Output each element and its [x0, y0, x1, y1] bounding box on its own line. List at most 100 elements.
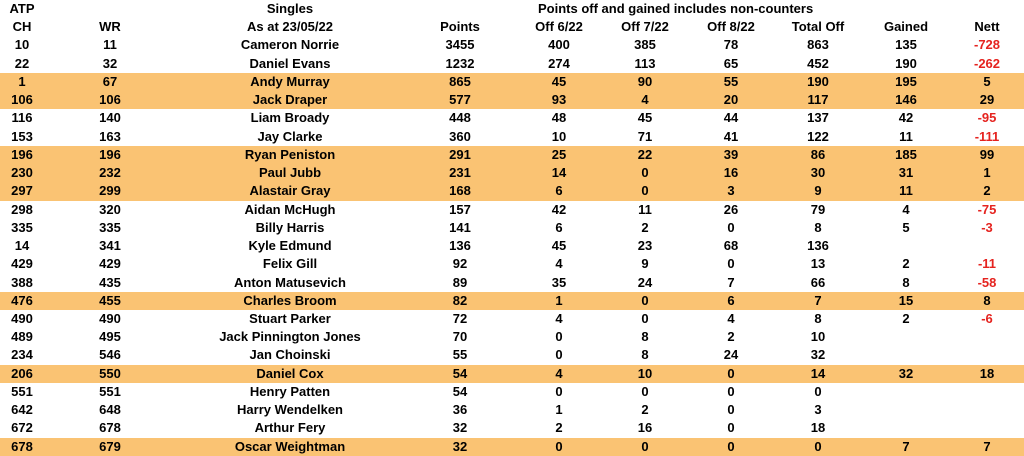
- cell-off-6-22: 93: [516, 91, 602, 110]
- cell-gained: 32: [862, 364, 950, 383]
- cell-ch: 672: [11, 420, 33, 436]
- cell-off-7-22: 0: [641, 310, 649, 326]
- cell-off-6-22: 45: [551, 238, 567, 254]
- cell-nett: -728: [973, 37, 1001, 53]
- table-row: 14 341 Kyle Edmund 136 45 23 68 136: [0, 237, 1024, 255]
- cell-points: 865: [404, 72, 516, 92]
- cell-wr: 106: [44, 91, 176, 110]
- cell-points: 360: [449, 128, 471, 144]
- cell-total-off: 0: [774, 437, 862, 456]
- cell-points: 136: [449, 238, 471, 254]
- cell-player-name: Alastair Gray: [176, 182, 404, 201]
- cell-off-8-22: 41: [723, 128, 739, 144]
- cell-gained: 4: [902, 201, 910, 217]
- cell-total-off: 137: [807, 110, 829, 126]
- table-body: 10 11 Cameron Norrie 3455 400 385 78 863 135 -728…: [0, 36, 1024, 456]
- cell-gained: 11: [899, 128, 913, 144]
- cell-wr: 335: [99, 219, 121, 235]
- cell-nett: -6: [981, 310, 993, 326]
- cell-wr: 341: [99, 238, 121, 254]
- cell-ch: 678: [0, 437, 44, 456]
- table-header: ATP Singles Points off and gained includ…: [0, 0, 1024, 36]
- cell-off-6-22: 25: [516, 145, 602, 165]
- cell-ch: 1: [0, 72, 44, 92]
- cell-player-name: Charles Broom: [176, 291, 404, 310]
- cell-off-8-22: 4: [727, 310, 735, 326]
- cell-gained: 146: [862, 91, 950, 110]
- cell-player-name: Aidan McHugh: [244, 201, 336, 217]
- cell-total-off: 136: [807, 238, 829, 254]
- cell-player-name: Jack Draper: [176, 91, 404, 110]
- cell-wr: 320: [99, 201, 121, 217]
- cell-nett: -11: [977, 256, 997, 272]
- cell-total-off: 8: [814, 310, 822, 326]
- cell-points: 36: [452, 402, 468, 418]
- cell-nett: 29: [950, 91, 1024, 110]
- cell-ch: 429: [11, 256, 33, 272]
- cell-points: 448: [449, 110, 471, 126]
- cell-off-6-22: 0: [555, 329, 563, 345]
- table-row: 678 679 Oscar Weightman 32 0 0 0 0 7 7: [0, 437, 1024, 456]
- cell-off-6-22: 4: [555, 310, 563, 326]
- cell-off-7-22: 385: [634, 37, 656, 53]
- cell-off-6-22: 6: [516, 182, 602, 201]
- cell-off-8-22: 0: [727, 402, 735, 418]
- cell-total-off: 452: [807, 55, 829, 71]
- col-header-total-off: Total Off: [791, 19, 845, 35]
- table-row: 1 67 Andy Murray 865 45 90 55 190 195 5: [0, 72, 1024, 92]
- cell-off-7-22: 24: [637, 274, 653, 290]
- cell-ch: 106: [0, 91, 44, 110]
- cell-off-7-22: 8: [641, 329, 649, 345]
- cell-total-off: 8: [814, 219, 822, 235]
- cell-player-name: Ryan Peniston: [176, 145, 404, 165]
- table-row: 230 232 Paul Jubb 231 14 0 16 30 31 1: [0, 164, 1024, 183]
- cell-off-8-22: 7: [727, 274, 735, 290]
- header-singles: Singles: [266, 1, 314, 16]
- table-row: 22 32 Daniel Evans 1232 274 113 65 452 190 -262: [0, 55, 1024, 73]
- cell-total-off: 86: [774, 145, 862, 165]
- table-row: 206 550 Daniel Cox 54 4 10 0 14 32 18: [0, 364, 1024, 383]
- cell-gained: 185: [862, 145, 950, 165]
- cell-total-off: 18: [810, 420, 826, 436]
- cell-points: 55: [452, 347, 468, 363]
- cell-total-off: 10: [810, 329, 826, 345]
- cell-gained: 195: [862, 72, 950, 92]
- cell-player-name: Anton Matusevich: [234, 274, 346, 290]
- cell-nett: [950, 401, 1024, 419]
- col-header-as-at-date: As at 23/05/22: [246, 19, 333, 35]
- cell-wr: 648: [99, 402, 121, 418]
- table-row: 490 490 Stuart Parker 72 4 0 4 8 2 -6: [0, 310, 1024, 328]
- header-note: Points off and gained includes non-count…: [538, 1, 814, 16]
- cell-off-7-22: 71: [637, 128, 653, 144]
- cell-points: 72: [452, 310, 468, 326]
- cell-off-6-22: 0: [555, 347, 563, 363]
- cell-ch: 489: [11, 329, 33, 345]
- cell-player-name: Arthur Fery: [254, 420, 326, 436]
- cell-player-name: Paul Jubb: [176, 164, 404, 183]
- cell-off-7-22: 90: [602, 72, 688, 92]
- table-row: 642 648 Harry Wendelken 36 1 2 0 3: [0, 401, 1024, 419]
- cell-total-off: 122: [807, 128, 829, 144]
- col-header-off-7-22: Off 7/22: [621, 19, 669, 35]
- cell-total-off: 9: [774, 182, 862, 201]
- cell-off-7-22: 0: [602, 291, 688, 310]
- cell-nett: 2: [950, 182, 1024, 201]
- cell-off-6-22: 10: [551, 128, 567, 144]
- cell-ch: 206: [0, 364, 44, 383]
- cell-nett: [950, 237, 1024, 255]
- cell-wr: 551: [99, 383, 121, 399]
- cell-nett: 5: [950, 72, 1024, 92]
- cell-points: 168: [404, 182, 516, 201]
- cell-player-name: Stuart Parker: [249, 310, 331, 326]
- cell-gained: [862, 419, 950, 437]
- table-row: 388 435 Anton Matusevich 89 35 24 7 66 8 -58: [0, 274, 1024, 292]
- cell-wr: 495: [99, 329, 121, 345]
- cell-points: 54: [404, 364, 516, 383]
- cell-wr: 679: [44, 437, 176, 456]
- header-spacer: [404, 0, 516, 18]
- cell-off-8-22: 6: [688, 291, 774, 310]
- cell-gained: 42: [898, 110, 914, 126]
- cell-points: 3455: [445, 37, 475, 53]
- cell-wr: 455: [44, 291, 176, 310]
- column-header-row: CH WR As at 23/05/22 Points Off 6/22 Off…: [0, 18, 1024, 36]
